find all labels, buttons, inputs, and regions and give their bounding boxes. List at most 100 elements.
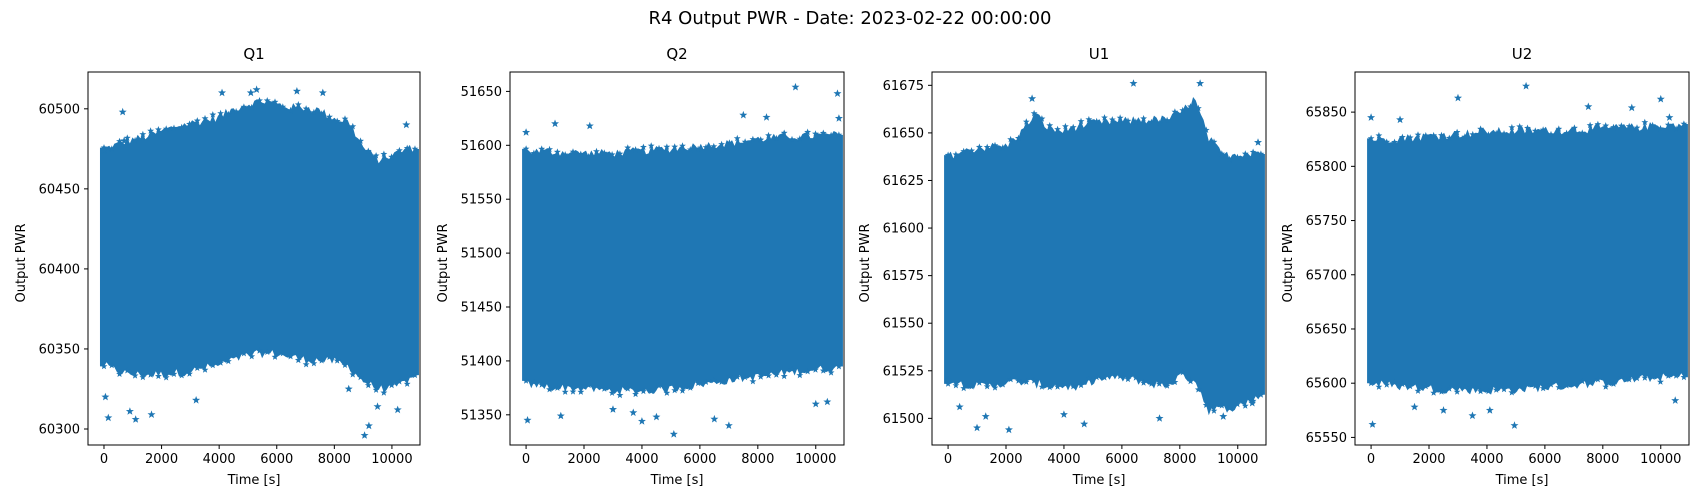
data-point-marker [411,145,419,152]
x-tick-label: 6000 [1105,452,1138,467]
data-point-band [99,99,419,393]
data-point-marker [1108,370,1116,378]
x-tick-label: 10000 [795,452,836,467]
data-point-marker [827,131,835,139]
data-point-marker [1563,382,1570,389]
data-point-marker [546,145,553,153]
data-point-marker [1171,378,1179,386]
y-tick-label: 51500 [461,247,502,262]
data-point-marker [357,137,364,144]
data-point-marker [546,385,553,393]
data-point-marker [1422,382,1430,390]
data-point-marker [1194,386,1202,393]
data-point-marker [647,387,655,395]
data-point-marker [1132,118,1140,125]
data-point-marker [569,148,577,155]
data-point-marker [749,135,757,143]
data-point-marker [1445,134,1453,142]
data-point-marker [1375,132,1383,139]
data-point-marker [1430,131,1438,139]
data-point-marker [1101,374,1108,381]
data-point-marker [1077,117,1085,125]
data-point-marker [1438,131,1445,139]
data-point-marker [1022,378,1030,385]
y-tick-label: 61675 [883,79,924,94]
data-point-marker [1054,383,1061,390]
outlier-point [1368,420,1377,428]
data-point-marker [349,122,357,130]
data-point-marker [108,145,116,152]
data-point-marker [952,381,960,389]
data-point-marker [139,373,147,381]
data-point-marker [193,117,201,124]
data-point-marker [577,388,585,395]
outlier-point [710,414,719,423]
data-point-marker [710,376,718,384]
data-point-marker [1594,375,1602,383]
data-point-marker [357,373,364,381]
data-point-marker [1492,386,1500,393]
outlier-point [1671,396,1680,404]
outlier-point [833,89,842,97]
x-tick-label: 4000 [203,452,236,467]
outlier-point [1468,411,1477,420]
outlier-point [252,85,261,93]
data-point-marker [1234,400,1241,408]
data-point-marker [341,361,349,368]
data-point-marker [287,352,294,360]
axis-ticks: 0 2000 4000 6000 8000 10000 60300 60350 60400 604… [39,102,413,467]
data-point-marker [1007,375,1015,383]
data-point-marker [600,149,608,156]
data-point-marker [326,113,333,120]
data-point-marker [1241,402,1249,409]
y-tick-label: 65850 [1306,106,1347,121]
y-tick-label: 60300 [39,422,80,437]
data-point-marker [1069,123,1077,131]
data-point-marker [1500,385,1508,393]
data-point-marker [804,367,812,375]
data-point-marker [1069,382,1077,390]
outlier-point [292,87,301,95]
data-point-marker [1657,125,1664,132]
data-point-marker [1062,122,1069,130]
plot-area [522,82,843,438]
outlier-point [1155,414,1164,422]
data-point-marker [1015,377,1022,384]
outlier-point [551,119,559,128]
outlier-point [1080,419,1089,428]
subplot-title: U2 [1512,45,1533,63]
data-point-marker [1586,121,1594,129]
data-point-marker [388,381,396,389]
x-tick-label: 2000 [989,452,1022,467]
data-point-marker [155,372,162,380]
outlier-point [1254,138,1262,146]
data-point-marker [553,384,561,391]
data-point-marker [647,142,655,149]
data-point-marker [1641,374,1649,381]
outlier-point [318,88,327,97]
subplot-title: Q2 [666,45,687,63]
data-point-marker [530,149,538,157]
outlier-point [724,421,733,429]
data-point-marker [593,147,600,155]
data-point-marker [1633,124,1641,131]
data-point-marker [1124,375,1132,383]
data-point-marker [1633,374,1641,382]
x-tick-label: 2000 [1412,452,1445,467]
data-point-marker [1077,381,1085,389]
data-point-marker [1524,381,1531,388]
y-tick-label: 65550 [1306,431,1347,446]
data-point-marker [1116,372,1124,380]
data-point-marker [1187,377,1194,385]
data-point-marker [1578,377,1586,385]
data-point-marker [1414,131,1422,138]
data-point-marker [1226,404,1234,412]
data-point-marker [1657,378,1664,385]
data-point-marker [733,134,741,142]
data-point-marker [1680,120,1688,127]
data-point-marker [640,387,647,395]
x-axis-label: Time [s] [227,473,281,488]
data-point-marker [310,359,318,367]
data-point-marker [726,139,733,146]
data-point-marker [388,153,396,160]
